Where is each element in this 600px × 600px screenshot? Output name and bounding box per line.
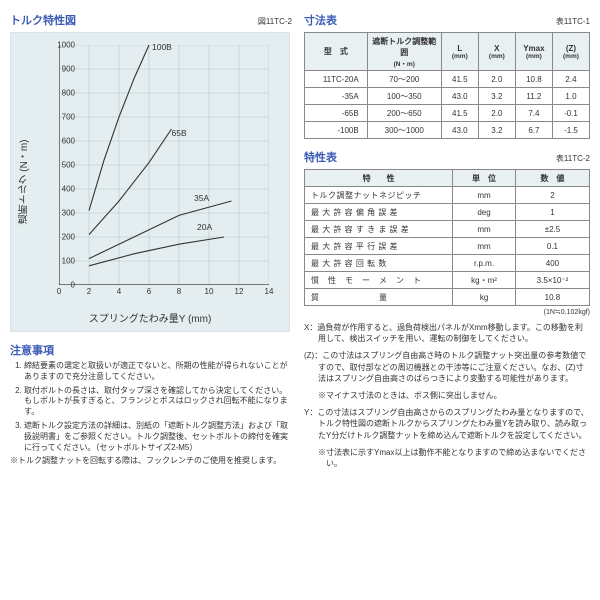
note-item: 遮断トルク設定方法の詳細は、別紙の「遮断トルク調整方法」および「取扱説明書」をご… bbox=[24, 421, 292, 453]
right-note: X：過負荷が作用すると、過負荷検出パネルがXmm移動します。この移動を利用して、… bbox=[304, 322, 590, 344]
spec-cell: 最 大 許 容 回 転 数 bbox=[305, 255, 453, 272]
dim-cell: 2.0 bbox=[478, 71, 515, 88]
dim-cell: -35A bbox=[305, 88, 368, 105]
chart-ref: 図11TC-2 bbox=[258, 16, 292, 27]
right-note: ※マイナス寸法のときは、ボス側に突出しません。 bbox=[304, 390, 590, 401]
spec-cell: kg・m² bbox=[453, 272, 516, 289]
spec-cell: mm bbox=[453, 187, 516, 204]
spec-cell: 10.8 bbox=[515, 289, 589, 306]
spec-cell: kg bbox=[453, 289, 516, 306]
spec-cell: 最 大 許 容 平 行 誤 差 bbox=[305, 238, 453, 255]
dim-cell: -65B bbox=[305, 105, 368, 122]
chart-ylabel: 遮断トルク (N・m) bbox=[17, 140, 32, 225]
dim-cell: 200～650 bbox=[367, 105, 441, 122]
dim-cell: 11TC-20A bbox=[305, 71, 368, 88]
spec-cell: 2 bbox=[515, 187, 589, 204]
dim-cell: 43.0 bbox=[441, 88, 478, 105]
dim-title: 寸法表 bbox=[304, 12, 337, 28]
spec-col: 特 性 bbox=[305, 170, 453, 187]
dim-cell: 300～1000 bbox=[367, 122, 441, 139]
right-notes: X：過負荷が作用すると、過負荷検出パネルがXmm移動します。この移動を利用して、… bbox=[304, 322, 590, 469]
spec-cell: 最 大 許 容 す き ま 誤 差 bbox=[305, 221, 453, 238]
spec-cell: deg bbox=[453, 204, 516, 221]
dim-cell: -1.5 bbox=[552, 122, 589, 139]
right-note: Y：この寸法はスプリング自由高さからのスプリングたわみ量となりますので、トルク特… bbox=[304, 407, 590, 441]
notes-block: 締結要素の選定と取扱いが適正でないと、所期の性能が得られないことがありますので充… bbox=[10, 361, 292, 467]
dim-cell: 41.5 bbox=[441, 105, 478, 122]
chart-title: トルク特性図 bbox=[10, 12, 76, 28]
dim-cell: 6.7 bbox=[515, 122, 552, 139]
dim-cell: 43.0 bbox=[441, 122, 478, 139]
spec-cell: 3.5×10⁻² bbox=[515, 272, 589, 289]
spec-cell: 質 量 bbox=[305, 289, 453, 306]
unit-note: (1N≒0.102kgf) bbox=[304, 308, 590, 316]
dim-cell: 10.8 bbox=[515, 71, 552, 88]
spec-title: 特性表 bbox=[304, 149, 337, 165]
spec-col: 数 値 bbox=[515, 170, 589, 187]
spec-cell: トルク調整ナットネジピッチ bbox=[305, 187, 453, 204]
spec-cell: 最 大 許 容 偏 角 誤 差 bbox=[305, 204, 453, 221]
dim-cell: 100～350 bbox=[367, 88, 441, 105]
spec-cell: 慣 性 モ ー メ ン ト bbox=[305, 272, 453, 289]
dim-cell: 70～200 bbox=[367, 71, 441, 88]
torque-chart: 遮断トルク (N・m) スプリングたわみ量Y (mm) 010020030040… bbox=[10, 32, 290, 332]
note-item: 締結要素の選定と取扱いが適正でないと、所期の性能が得られないことがありますので充… bbox=[24, 361, 292, 383]
right-note: (Z)：この寸法はスプリング自由高さ時のトルク調整ナット突出量の参考数値ですので… bbox=[304, 350, 590, 384]
spec-cell: 400 bbox=[515, 255, 589, 272]
dim-table: 型 式遮断トルク調整範囲(N・m)L(mm)X(mm)Ymax(mm)(Z)(m… bbox=[304, 32, 590, 139]
spec-cell: r.p.m. bbox=[453, 255, 516, 272]
dim-cell: 2.0 bbox=[478, 105, 515, 122]
dim-cell: -100B bbox=[305, 122, 368, 139]
spec-cell: mm bbox=[453, 238, 516, 255]
dim-cell: 7.4 bbox=[515, 105, 552, 122]
chart-xlabel: スプリングたわみ量Y (mm) bbox=[11, 310, 289, 325]
dim-cell: 3.2 bbox=[478, 88, 515, 105]
dim-ref: 表11TC-1 bbox=[556, 16, 590, 27]
note-extra: ※トルク調整ナットを回転する際は、フックレンチのご使用を推奨します。 bbox=[10, 456, 292, 467]
spec-col: 単 位 bbox=[453, 170, 516, 187]
dim-cell: 1.0 bbox=[552, 88, 589, 105]
dim-cell: 41.5 bbox=[441, 71, 478, 88]
dim-col: L(mm) bbox=[441, 33, 478, 71]
spec-cell: ±2.5 bbox=[515, 221, 589, 238]
dim-cell: 3.2 bbox=[478, 122, 515, 139]
dim-cell: -0.1 bbox=[552, 105, 589, 122]
dim-col: (Z)(mm) bbox=[552, 33, 589, 71]
spec-table: 特 性単 位数 値トルク調整ナットネジピッチmm2最 大 許 容 偏 角 誤 差… bbox=[304, 169, 590, 306]
spec-cell: 1 bbox=[515, 204, 589, 221]
dim-cell: 2.4 bbox=[552, 71, 589, 88]
spec-ref: 表11TC-2 bbox=[556, 153, 590, 164]
dim-col: 型 式 bbox=[305, 33, 368, 71]
notes-title: 注意事項 bbox=[10, 342, 292, 358]
right-note: ※寸法表に示すYmax以上は動作不能となりますので締め込まないでください。 bbox=[304, 447, 590, 469]
spec-cell: mm bbox=[453, 221, 516, 238]
note-item: 取付ボルトの長さは、取付タップ深さを確認してから決定してください。もしボルトが長… bbox=[24, 386, 292, 418]
dim-col: Ymax(mm) bbox=[515, 33, 552, 71]
spec-cell: 0.1 bbox=[515, 238, 589, 255]
dim-col: 遮断トルク調整範囲(N・m) bbox=[367, 33, 441, 71]
dim-col: X(mm) bbox=[478, 33, 515, 71]
dim-cell: 11.2 bbox=[515, 88, 552, 105]
